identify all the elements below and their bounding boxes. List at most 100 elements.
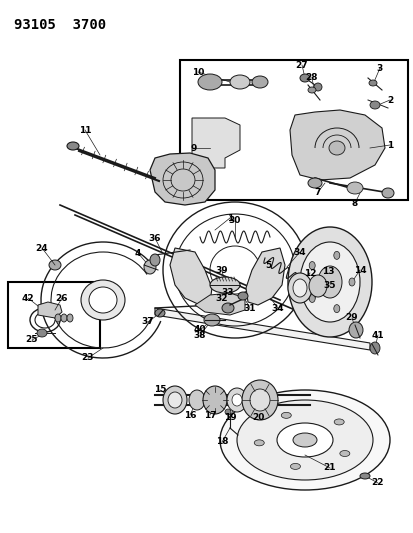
Ellipse shape <box>369 101 379 109</box>
Text: 34: 34 <box>293 247 306 256</box>
Text: 1: 1 <box>386 141 392 149</box>
Ellipse shape <box>209 277 240 293</box>
Ellipse shape <box>154 309 165 317</box>
Text: 4: 4 <box>135 248 141 257</box>
Ellipse shape <box>237 292 247 300</box>
Text: 93105  3700: 93105 3700 <box>14 18 106 32</box>
Ellipse shape <box>328 141 344 155</box>
Ellipse shape <box>287 227 371 337</box>
Text: 10: 10 <box>191 68 204 77</box>
Ellipse shape <box>313 83 321 91</box>
Ellipse shape <box>81 280 125 320</box>
Polygon shape <box>245 248 284 305</box>
Ellipse shape <box>230 75 249 89</box>
Ellipse shape <box>309 294 314 302</box>
Text: 42: 42 <box>21 294 34 303</box>
Ellipse shape <box>231 394 242 406</box>
Ellipse shape <box>49 260 61 270</box>
Polygon shape <box>154 308 369 350</box>
Text: 17: 17 <box>203 410 216 419</box>
Ellipse shape <box>333 252 339 260</box>
Text: 18: 18 <box>215 438 228 447</box>
Ellipse shape <box>346 182 362 194</box>
Text: 19: 19 <box>223 414 236 423</box>
Polygon shape <box>289 110 384 180</box>
Ellipse shape <box>359 473 369 479</box>
Ellipse shape <box>252 76 267 88</box>
Polygon shape <box>192 118 240 168</box>
Ellipse shape <box>67 142 79 150</box>
Ellipse shape <box>89 287 117 313</box>
Ellipse shape <box>168 392 182 408</box>
Ellipse shape <box>308 275 326 297</box>
Ellipse shape <box>163 386 187 414</box>
Ellipse shape <box>287 273 311 303</box>
Polygon shape <box>195 293 244 315</box>
Text: 15: 15 <box>153 385 166 394</box>
Text: 11: 11 <box>78 125 91 134</box>
Ellipse shape <box>221 303 233 313</box>
Text: 24: 24 <box>36 244 48 253</box>
Ellipse shape <box>368 80 376 86</box>
Ellipse shape <box>299 242 359 322</box>
Ellipse shape <box>317 266 341 298</box>
Ellipse shape <box>299 74 309 82</box>
Text: 23: 23 <box>81 353 94 362</box>
Ellipse shape <box>226 388 247 412</box>
Bar <box>180 60 407 200</box>
Ellipse shape <box>280 413 291 418</box>
Text: 40: 40 <box>193 326 206 335</box>
Ellipse shape <box>202 386 226 414</box>
Text: 16: 16 <box>183 410 196 419</box>
Text: 14: 14 <box>353 265 366 274</box>
Text: 29: 29 <box>345 313 357 322</box>
Ellipse shape <box>219 390 389 490</box>
Text: 41: 41 <box>371 330 383 340</box>
Text: 28: 28 <box>305 72 318 82</box>
Text: 26: 26 <box>56 294 68 303</box>
Ellipse shape <box>150 254 159 266</box>
Text: 20: 20 <box>251 414 263 423</box>
Text: 37: 37 <box>141 318 154 327</box>
Text: 36: 36 <box>148 233 161 243</box>
Ellipse shape <box>236 400 372 480</box>
Text: 33: 33 <box>221 287 234 296</box>
Ellipse shape <box>348 322 362 338</box>
Text: 32: 32 <box>215 294 228 303</box>
Ellipse shape <box>276 423 332 457</box>
Ellipse shape <box>37 329 47 337</box>
Ellipse shape <box>290 463 300 470</box>
Ellipse shape <box>292 433 316 447</box>
Text: 21: 21 <box>323 464 335 472</box>
Text: 39: 39 <box>215 265 228 274</box>
Text: 12: 12 <box>303 269 316 278</box>
Ellipse shape <box>204 314 219 326</box>
Ellipse shape <box>307 178 321 188</box>
Ellipse shape <box>381 188 393 198</box>
Text: 8: 8 <box>351 198 357 207</box>
Ellipse shape <box>254 440 263 446</box>
Text: 7: 7 <box>314 188 320 197</box>
Text: 27: 27 <box>295 61 308 69</box>
Text: 2: 2 <box>386 95 392 104</box>
Text: 1: 1 <box>226 214 233 222</box>
Text: 35: 35 <box>323 280 335 289</box>
Text: 25: 25 <box>26 335 38 344</box>
Text: 5: 5 <box>264 261 271 270</box>
Polygon shape <box>150 153 214 205</box>
Ellipse shape <box>307 87 315 93</box>
Ellipse shape <box>333 305 339 313</box>
Text: 13: 13 <box>321 266 333 276</box>
Ellipse shape <box>242 380 277 420</box>
Polygon shape <box>38 302 62 318</box>
Ellipse shape <box>309 262 314 270</box>
Text: 38: 38 <box>193 330 206 340</box>
Text: 9: 9 <box>190 143 197 152</box>
Ellipse shape <box>224 409 230 415</box>
Ellipse shape <box>144 260 156 274</box>
Text: 3: 3 <box>376 63 382 72</box>
Text: 22: 22 <box>371 479 383 488</box>
Ellipse shape <box>348 278 354 286</box>
Ellipse shape <box>61 314 67 322</box>
Ellipse shape <box>55 314 61 322</box>
